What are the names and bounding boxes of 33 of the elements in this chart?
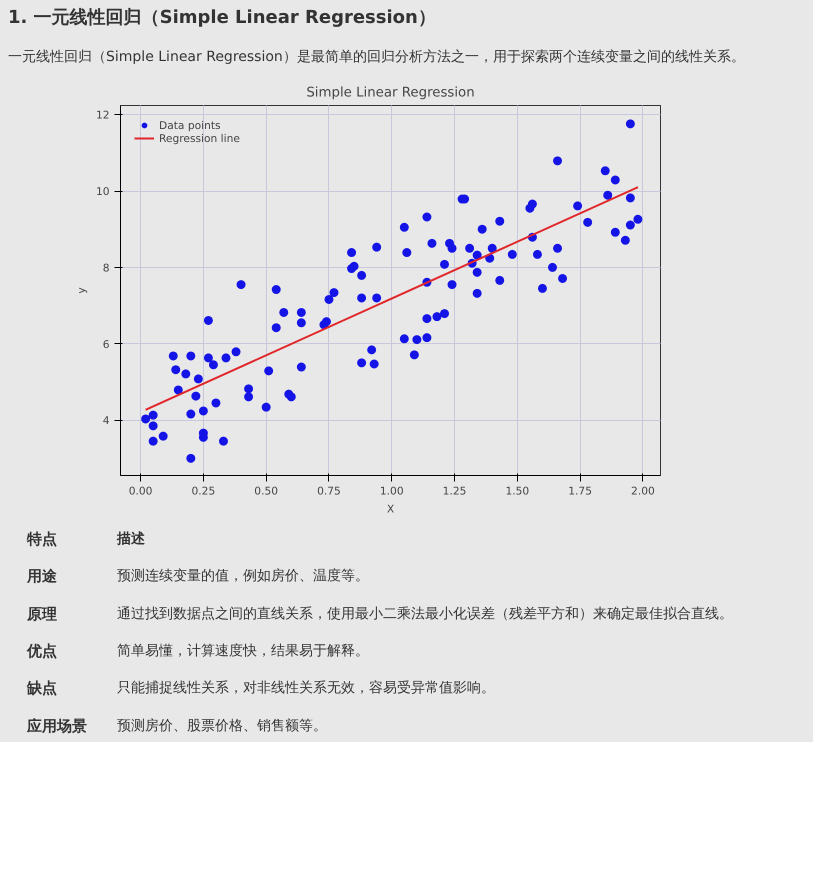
text: 特点 — [27, 528, 57, 550]
x-tick-label: 1.75 — [568, 484, 592, 498]
x-tick-label: 1.00 — [380, 484, 404, 498]
y-tick-label: 10 — [96, 184, 110, 198]
text: 预测房价、股票价格、销售额等。 — [117, 716, 327, 736]
x-tick-label: 0.00 — [128, 484, 153, 498]
y-tick-label: 12 — [96, 108, 110, 122]
text: 通过找到数据点之间的直线关系，使用最小二乘法最小化误差（残差平方和）来确定最佳拟合直线。 — [117, 604, 733, 624]
legend-label: Regression line — [159, 132, 240, 145]
text: 只能捕捉线性关系，对非线性关系无效，容易受异常值影响。 — [117, 679, 495, 698]
x-tick-label: 0.75 — [317, 484, 341, 498]
text: 用途 — [27, 566, 57, 588]
y-tick-label: 6 — [102, 337, 110, 350]
chart-title: Simple Linear Regression — [306, 85, 475, 100]
x-tick-label: 1.50 — [505, 484, 530, 498]
text: 描述 — [117, 530, 145, 549]
text: 简单易懂，计算速度快，结果易于解释。 — [117, 642, 369, 661]
legend-label: Data points — [159, 118, 221, 132]
text: 缺点 — [27, 678, 57, 700]
text: 优点 — [27, 640, 57, 662]
text: 预测连续变量的值，例如房价、温度等。 — [117, 567, 369, 586]
x-axis-title: X — [386, 502, 394, 516]
x-tick-label: 1.25 — [442, 484, 466, 498]
y-tick-label: 4 — [102, 414, 110, 427]
x-tick-label: 0.25 — [192, 484, 216, 498]
text: 原理 — [27, 604, 57, 625]
text: 1. 一元线性回归（Simple Linear Regression） — [8, 6, 436, 30]
x-tick-label: 0.50 — [254, 484, 278, 498]
y-axis-title: y — [74, 287, 88, 294]
x-tick-label: 2.00 — [631, 484, 655, 498]
text: 一元线性回归（Simple Linear Regression）是最简单的回归分析方法之一，用于探索两个连续变量之间的线性关系。 — [8, 48, 745, 67]
y-tick-label: 8 — [102, 261, 110, 274]
text: 应用场景 — [27, 716, 87, 737]
